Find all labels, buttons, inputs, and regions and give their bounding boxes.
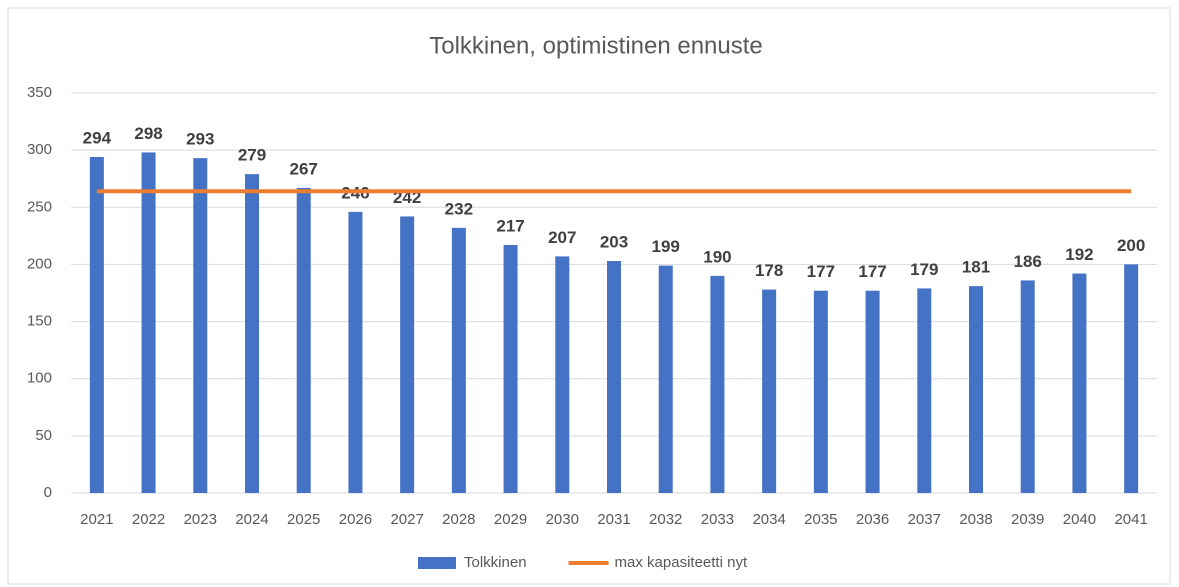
bar (1072, 273, 1087, 493)
y-tick-label: 300 (27, 141, 52, 158)
legend-label: Tolkkinen (464, 554, 527, 571)
data-label: 179 (910, 260, 938, 279)
bar (451, 227, 466, 493)
data-label: 207 (548, 228, 576, 247)
legend-label: max kapasiteetti nyt (615, 554, 748, 571)
bar (555, 256, 570, 493)
bar (969, 286, 983, 493)
x-tick-label: 2029 (494, 511, 527, 528)
y-tick-label: 200 (27, 255, 52, 272)
data-label: 294 (83, 128, 112, 147)
data-label: 192 (1065, 245, 1093, 264)
bar (762, 289, 777, 493)
bar (193, 158, 208, 493)
data-label: 177 (807, 262, 835, 281)
data-label: 181 (962, 258, 990, 277)
bar (710, 275, 725, 493)
bar (141, 152, 156, 493)
bar (245, 174, 259, 493)
y-tick-label: 50 (35, 427, 52, 444)
bar (348, 211, 363, 493)
x-tick-label: 2021 (80, 511, 113, 528)
x-tick-label: 2041 (1114, 511, 1147, 528)
data-label: 267 (290, 159, 318, 178)
x-tick-label: 2033 (701, 511, 734, 528)
data-label: 203 (600, 232, 628, 251)
bar (296, 187, 311, 493)
bar (658, 265, 673, 493)
bar (400, 216, 415, 493)
bar (917, 288, 932, 493)
legend-swatch (418, 557, 456, 569)
x-tick-label: 2028 (442, 511, 475, 528)
bar (813, 290, 828, 493)
data-label: 190 (703, 247, 731, 266)
data-label: 178 (755, 261, 783, 280)
x-tick-label: 2036 (856, 511, 889, 528)
y-tick-label: 350 (27, 84, 52, 101)
y-tick-label: 150 (27, 313, 52, 330)
x-tick-label: 2027 (390, 511, 423, 528)
y-tick-label: 0 (44, 484, 52, 501)
bar (1124, 264, 1139, 493)
data-label: 293 (186, 130, 214, 149)
y-tick-label: 100 (27, 370, 52, 387)
x-tick-label: 2032 (649, 511, 682, 528)
bar (503, 245, 518, 493)
x-tick-label: 2034 (752, 511, 785, 528)
x-tick-label: 2035 (804, 511, 837, 528)
x-tick-label: 2023 (184, 511, 217, 528)
x-tick-label: 2024 (235, 511, 268, 528)
x-tick-label: 2022 (132, 511, 165, 528)
data-label: 232 (445, 199, 473, 218)
x-tick-label: 2025 (287, 511, 320, 528)
bar (1020, 280, 1035, 493)
x-tick-label: 2031 (597, 511, 630, 528)
x-tick-label: 2039 (1011, 511, 1044, 528)
chart-title: Tolkkinen, optimistinen ennuste (429, 32, 763, 59)
bar (607, 261, 621, 493)
y-tick-label: 250 (27, 198, 52, 215)
bar (865, 290, 880, 493)
x-tick-label: 2030 (546, 511, 579, 528)
x-tick-label: 2037 (908, 511, 941, 528)
data-label: 177 (858, 262, 886, 281)
data-label: 298 (134, 124, 162, 143)
data-label: 186 (1014, 252, 1042, 271)
data-label: 199 (652, 237, 680, 256)
x-tick-label: 2026 (339, 511, 372, 528)
data-label: 217 (496, 216, 524, 235)
chart-frame (7, 7, 1171, 585)
data-label: 200 (1117, 236, 1145, 255)
x-tick-label: 2040 (1063, 511, 1096, 528)
bar (89, 157, 104, 493)
data-label: 279 (238, 146, 266, 165)
x-tick-label: 2038 (959, 511, 992, 528)
